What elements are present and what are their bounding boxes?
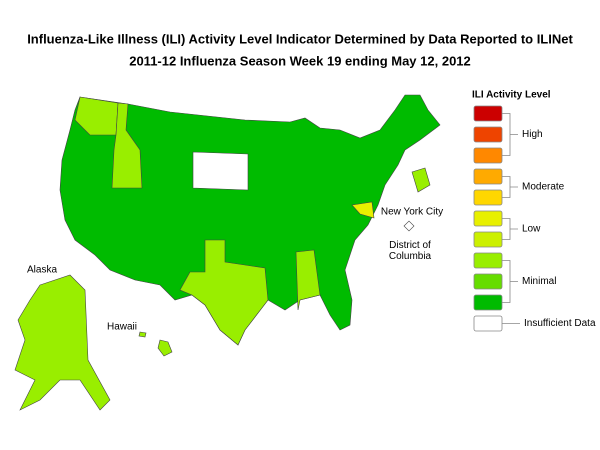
legend-swatch (473, 315, 503, 332)
legend-swatch (473, 168, 503, 185)
legend-swatch (473, 105, 503, 122)
title: Influenza-Like Illness (ILI) Activity Le… (27, 31, 573, 46)
hawaii (157, 339, 173, 357)
alaska (14, 274, 111, 411)
legend-swatch (473, 210, 503, 227)
legend-bracket (502, 176, 518, 198)
legend-swatch (473, 126, 503, 143)
legend-label: High (522, 129, 543, 140)
map-label: Hawaii (107, 322, 137, 333)
legend-swatch (473, 231, 503, 248)
legend-swatch (473, 294, 503, 311)
legend-title: ILI Activity Level (472, 90, 551, 101)
legend-bracket (502, 260, 518, 303)
dc-inset (403, 220, 415, 232)
dc-label-box: District of Columbia (388, 240, 432, 262)
legend-bracket (502, 218, 518, 240)
map-label: New York City (381, 207, 443, 218)
legend: High Moderate Low Minimal Insufficient Data (473, 105, 596, 332)
legend-swatch (473, 147, 503, 164)
legend-label: Insufficient Data (524, 318, 596, 329)
alabama (295, 249, 321, 311)
maryland (351, 201, 375, 219)
subtitle: 2011-12 Influenza Season Week 19 ending … (129, 53, 471, 68)
legend-swatch (473, 189, 503, 206)
texas (179, 239, 269, 346)
idaho (111, 102, 143, 189)
legend-label: Minimal (522, 276, 556, 287)
south-dakota (192, 151, 249, 191)
legend-label: Low (522, 224, 541, 235)
map-label: District of Columbia (388, 240, 432, 262)
legend-label: Moderate (522, 182, 565, 193)
hawaii-islands (138, 331, 147, 338)
map-label: Alaska (27, 265, 57, 276)
washington (74, 96, 119, 136)
legend-swatch (473, 252, 503, 269)
us-map: Alaska Hawaii New York City District of … (14, 94, 443, 411)
continental-us (59, 94, 441, 346)
nyc-inset (411, 167, 431, 193)
legend-bracket (502, 113, 518, 156)
legend-swatch (473, 273, 503, 290)
